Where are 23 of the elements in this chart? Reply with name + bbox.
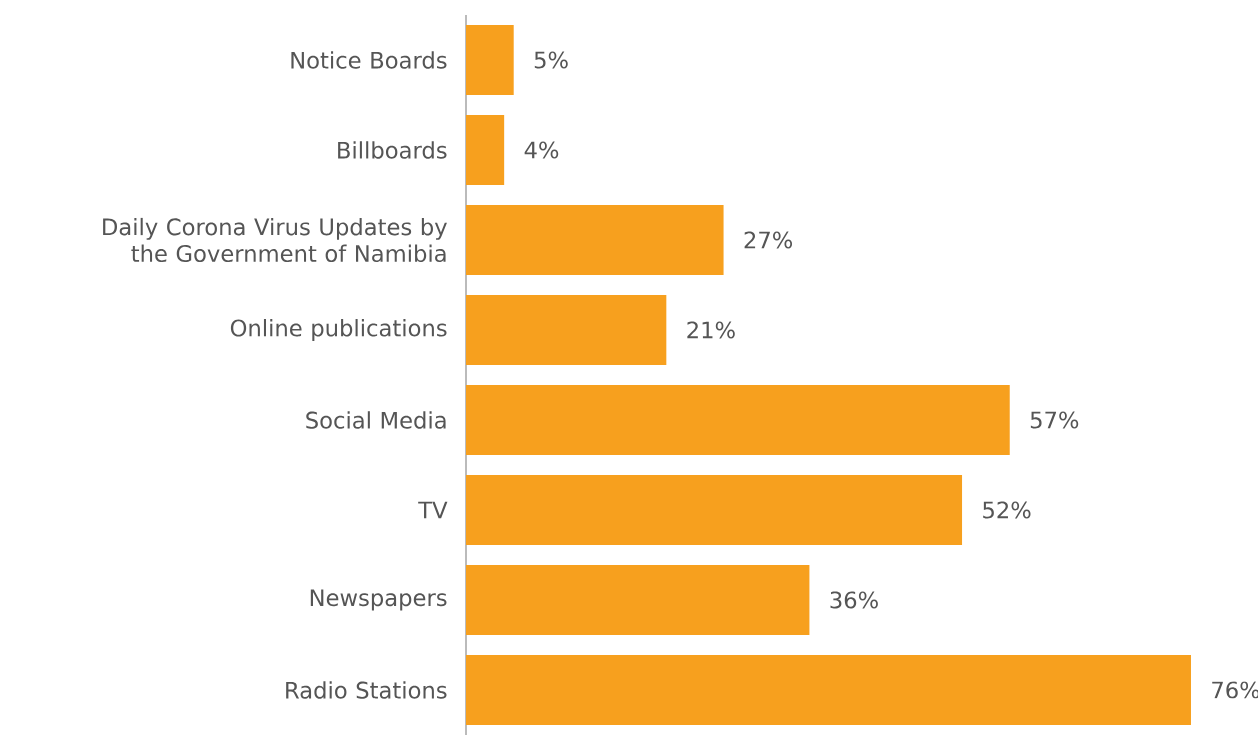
data-label: 52% [983, 501, 1031, 519]
bar [466, 655, 1191, 725]
data-label: 4% [524, 141, 559, 159]
y-tick-label: Social Media [306, 411, 446, 429]
y-tick-label: Daily Corona Virus Updates by the Government of Namibia [103, 217, 447, 263]
y-tick-label: Billboards [338, 141, 447, 159]
data-label: 5% [534, 51, 568, 69]
bar [466, 475, 963, 545]
y-tick-label: Newspapers [310, 589, 447, 611]
data-label: 57% [1030, 411, 1079, 429]
bar [466, 25, 514, 96]
bar [466, 385, 1010, 455]
data-label: 21% [687, 321, 735, 339]
bar [466, 115, 505, 186]
data-label: 27% [744, 231, 793, 249]
y-tick-label: TV [418, 501, 448, 519]
y-tick-label: Notice Boards [291, 51, 447, 69]
y-tick-label: Online publications [230, 319, 447, 341]
data-label: 36% [830, 591, 878, 609]
y-tick-label: Radio Stations [286, 681, 447, 699]
bar [466, 205, 724, 276]
bar [466, 295, 667, 365]
bar [466, 565, 810, 635]
